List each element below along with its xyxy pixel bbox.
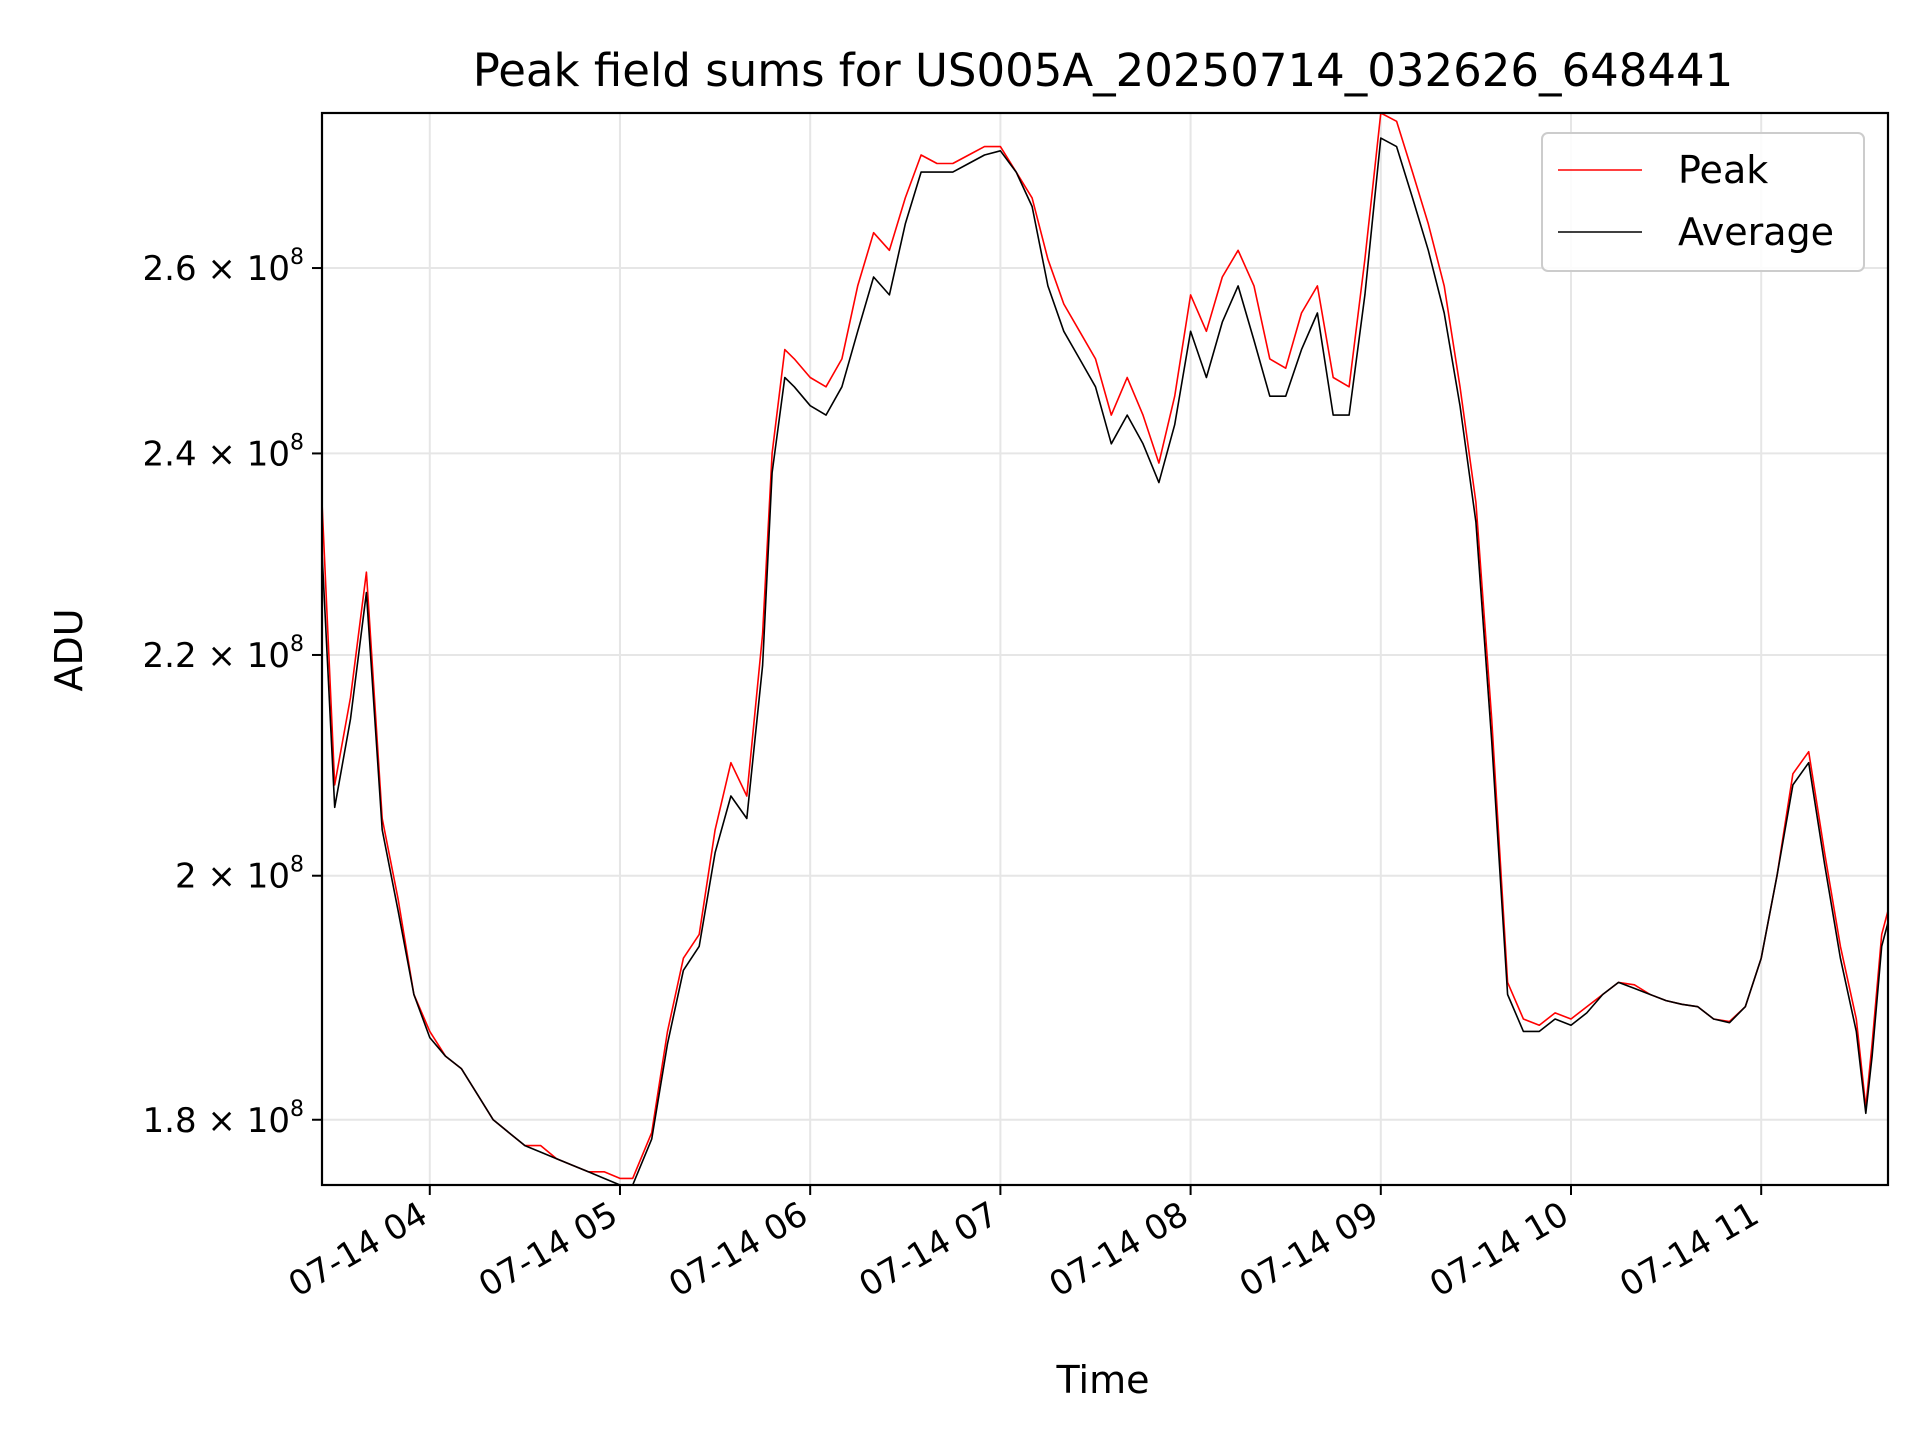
series-lines [322, 113, 1888, 1185]
plot-frame [320, 111, 1890, 1187]
y-tick-exponent: 8 [290, 430, 304, 455]
x-axis-label: Time [1056, 1358, 1150, 1402]
y-tick-times-ten: × 10 [197, 636, 290, 676]
y-tick-times-ten: × 10 [197, 434, 290, 474]
y-tick-times-ten: × 10 [197, 249, 290, 289]
y-tick-mantissa: 2 [175, 857, 197, 897]
y-tick-mantissa: 1.8 [143, 1101, 197, 1141]
y-tick-mantissa: 2.2 [143, 636, 197, 676]
y-axis-label: ADU [47, 608, 91, 691]
y-tick-label: 2.4 × 108 [143, 430, 304, 474]
y-tick-exponent: 8 [290, 632, 304, 657]
y-tick-label: 2 × 108 [175, 853, 304, 897]
chart-title: Peak field sums for US005A_20250714_0326… [473, 44, 1734, 97]
y-tick-times-ten: × 10 [197, 1101, 290, 1141]
y-tick-mantissa: 2.4 [143, 434, 197, 474]
legend-average-label: Average [1678, 210, 1834, 254]
y-tick-exponent: 8 [290, 853, 304, 878]
y-tick-label: 2.2 × 108 [143, 632, 304, 676]
series-line-average [322, 137, 1888, 1185]
legend-peak-label: Peak [1678, 148, 1768, 192]
legend: Peak Average [1541, 132, 1865, 272]
y-tick-times-ten: × 10 [197, 857, 290, 897]
y-tick-label: 2.6 × 108 [143, 245, 304, 289]
y-tick-exponent: 8 [290, 1097, 304, 1122]
legend-frame [1541, 132, 1865, 272]
y-tick-label: 1.8 × 108 [143, 1097, 304, 1141]
y-tick-exponent: 8 [290, 245, 304, 270]
y-tick-mantissa: 2.6 [143, 249, 197, 289]
grid-lines [322, 113, 1888, 1185]
